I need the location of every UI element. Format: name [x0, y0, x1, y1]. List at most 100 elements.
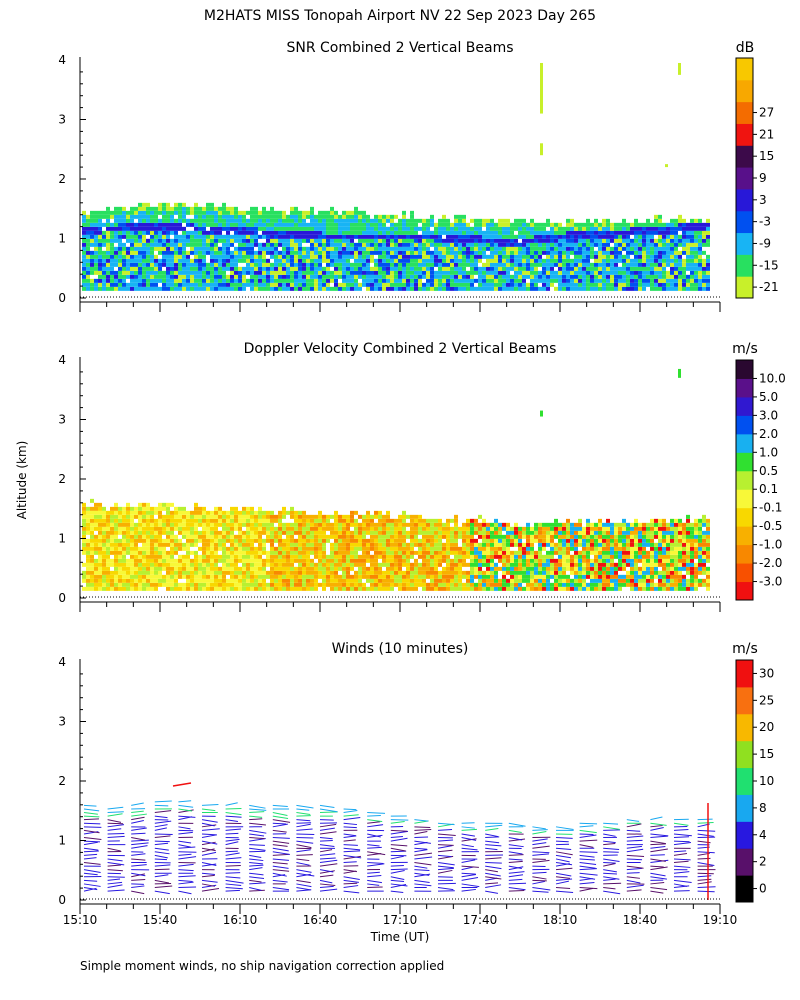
colorbar-unit: m/s	[732, 341, 758, 357]
wind-profile	[343, 808, 362, 894]
colorbar-label: 0.5	[759, 464, 778, 478]
y-tick-label: 0	[58, 591, 66, 605]
colorbar-label: 2	[759, 855, 767, 869]
colorbar-segment	[736, 563, 753, 583]
panel-1: 0 1 2 3 4 SNR Combined 2 Vertical Beams dB -21 -…	[58, 40, 779, 312]
colorbar-segment	[736, 232, 753, 255]
plot-area	[83, 782, 716, 900]
colorbar-segment	[736, 740, 753, 769]
colorbar-segment	[736, 79, 753, 103]
colorbar-segment	[736, 167, 753, 190]
colorbar-segment	[736, 489, 753, 509]
colorbar-label: 5.0	[759, 390, 778, 404]
wind-profile	[603, 822, 622, 895]
colorbar-unit: m/s	[732, 641, 758, 657]
colorbar-label: -3.0	[759, 575, 782, 589]
colorbar-label: 2.0	[759, 427, 778, 441]
x-tick-label: 15:40	[143, 913, 178, 927]
y-tick-label: 3	[58, 715, 66, 729]
colorbar-label: 10.0	[759, 371, 786, 385]
wind-profile	[249, 804, 267, 892]
colorbar-label: -3	[759, 215, 771, 229]
x-tick-label: 16:10	[223, 913, 258, 927]
colorbar-segment	[736, 713, 753, 742]
y-tick-label: 0	[58, 291, 66, 305]
colorbar-segment	[736, 433, 753, 453]
wind-barb-outlier	[172, 782, 192, 787]
colorbar-segment	[736, 848, 753, 876]
colorbar-label: -0.1	[759, 501, 782, 515]
x-tick-label: 18:10	[543, 913, 578, 927]
colorbar-label: 25	[759, 693, 774, 707]
colorbar-segment	[736, 660, 753, 688]
wind-profile	[178, 800, 197, 895]
colorbar-segment	[736, 470, 753, 490]
colorbar-label: -1.0	[759, 538, 782, 552]
colorbar-segment	[736, 254, 753, 277]
colorbar-label: -2.0	[759, 556, 782, 570]
colorbar-label: 30	[759, 666, 774, 680]
colorbar-label: 20	[759, 720, 774, 734]
y-tick-label: 2	[58, 472, 66, 486]
colorbar-segment	[736, 686, 753, 715]
colorbar-label: 15	[759, 747, 774, 761]
colorbar-segment	[736, 794, 753, 822]
wind-profile	[319, 804, 338, 892]
colorbar-label: 0	[759, 882, 767, 896]
colorbar-segment	[736, 507, 753, 527]
x-tick-label: 16:40	[303, 913, 338, 927]
wind-profile	[650, 816, 669, 894]
panel-3: 0 1 2 3 4 15:10 15:40 16:10 16:40 17:10 17:40 18:10…	[58, 641, 774, 927]
y-tick-label: 2	[58, 774, 66, 788]
colorbar-label: -0.5	[759, 519, 782, 533]
y-tick-label: 0	[58, 893, 66, 907]
wind-profile	[367, 812, 386, 892]
wind-profile	[131, 802, 150, 895]
wind-profile	[225, 802, 244, 892]
wind-profile	[579, 822, 598, 892]
sparse-echo	[678, 368, 681, 378]
wind-profile	[296, 804, 315, 892]
sparse-echo	[665, 164, 668, 168]
wind-profile	[154, 800, 173, 895]
plot-area	[82, 62, 710, 291]
sparse-echo	[540, 410, 543, 417]
colorbar-segment	[736, 875, 753, 903]
colorbar-unit: dB	[736, 40, 755, 56]
x-axis-label: Time (UT)	[370, 930, 430, 944]
colorbar-label: 10	[759, 774, 774, 788]
y-tick-label: 1	[58, 532, 66, 546]
x-tick-label: 15:10	[63, 913, 98, 927]
colorbar-label: 27	[759, 106, 774, 120]
colorbar-segment	[736, 821, 753, 849]
wind-profile	[107, 806, 126, 892]
x-tick-label: 18:40	[623, 913, 658, 927]
y-axis-label: Altitude (km)	[15, 441, 29, 520]
colorbar-segment	[736, 526, 753, 546]
y-tick-label: 4	[58, 353, 66, 367]
colorbar-segment	[736, 544, 753, 564]
panel-2: 0 1 2 3 4 Doppler Velocity Combined 2 Vertica…	[58, 341, 786, 612]
x-tick-label: 19:10	[703, 913, 738, 927]
y-tick-label: 1	[58, 834, 66, 848]
wind-profile	[626, 819, 645, 892]
wind-profile	[673, 818, 692, 892]
y-tick-label: 4	[58, 53, 66, 67]
sparse-echo	[678, 62, 681, 75]
colorbar-segment	[736, 767, 753, 795]
footnote: Simple moment winds, no ship navigation …	[80, 959, 445, 973]
colorbar-segment	[736, 101, 753, 124]
wind-profile	[390, 815, 409, 893]
wind-profile	[532, 826, 551, 893]
wind-profile	[201, 804, 220, 892]
wind-profile	[437, 822, 456, 892]
colorbar-label: 3	[759, 193, 767, 207]
y-tick-label: 1	[58, 232, 66, 246]
colorbar-segment	[736, 145, 753, 168]
colorbar-label: 9	[759, 171, 767, 185]
wind-profile	[272, 804, 291, 892]
colorbar-segment	[736, 360, 753, 379]
colorbar-label: 0.1	[759, 482, 778, 496]
wind-profile	[461, 822, 480, 892]
